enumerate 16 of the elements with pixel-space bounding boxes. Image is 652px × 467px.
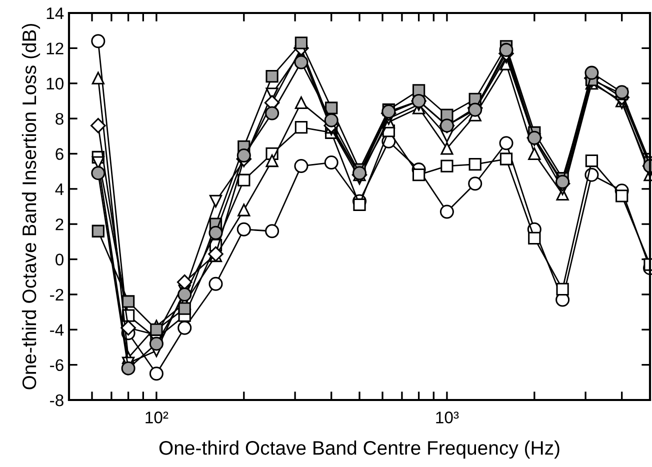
y-tick-label: 2 (56, 218, 64, 230)
y-tick-label: -8 (50, 394, 64, 406)
y-tick-label: 8 (56, 112, 64, 125)
x-tick-label: 10² (146, 412, 168, 424)
y-tick-label: 6 (56, 148, 64, 160)
y-tick-label: 4 (55, 183, 64, 195)
y-tick-label: 10 (46, 78, 64, 90)
y-tick-label: 14 (46, 8, 64, 20)
y-tick-label: -4 (50, 324, 64, 336)
y-tick-label: -2 (50, 288, 64, 300)
x-axis-title: One-third Octave Band Centre Frequency (Hz) (159, 440, 560, 459)
y-tick-label: 0 (56, 254, 64, 266)
y-axis-title: One-third Octave Band Insertion Loss (dB) (22, 24, 40, 390)
y-tick-label: 12 (46, 42, 64, 54)
x-tick-label: 10³ (436, 412, 459, 424)
y-tick-label: -6 (50, 359, 64, 372)
